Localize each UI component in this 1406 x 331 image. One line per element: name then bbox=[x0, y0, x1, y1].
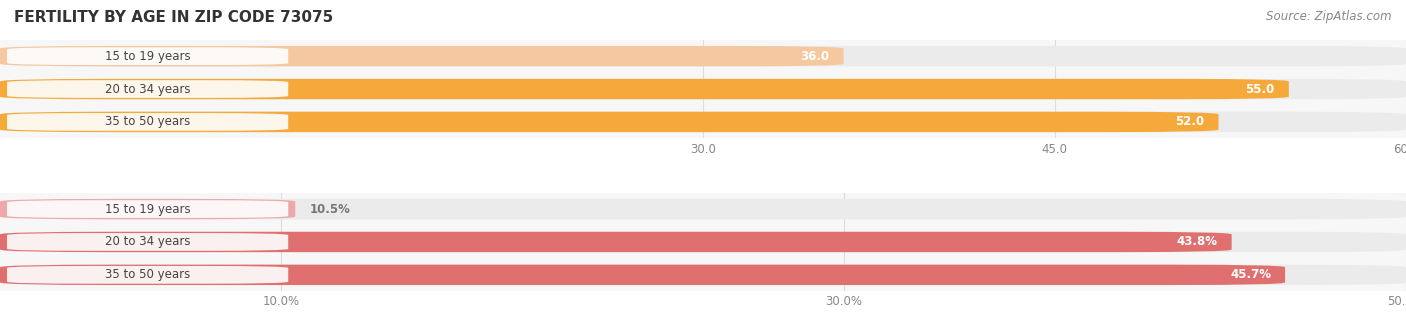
FancyBboxPatch shape bbox=[7, 233, 288, 251]
Text: 35 to 50 years: 35 to 50 years bbox=[105, 116, 190, 128]
Text: 52.0: 52.0 bbox=[1175, 116, 1205, 128]
FancyBboxPatch shape bbox=[0, 265, 1285, 285]
Text: 20 to 34 years: 20 to 34 years bbox=[105, 82, 190, 96]
Text: 15 to 19 years: 15 to 19 years bbox=[105, 50, 190, 63]
Text: 43.8%: 43.8% bbox=[1177, 235, 1218, 249]
Text: 36.0: 36.0 bbox=[800, 50, 830, 63]
FancyBboxPatch shape bbox=[7, 266, 288, 284]
FancyBboxPatch shape bbox=[0, 232, 1232, 252]
FancyBboxPatch shape bbox=[7, 47, 288, 65]
FancyBboxPatch shape bbox=[0, 112, 1219, 132]
FancyBboxPatch shape bbox=[7, 113, 288, 131]
FancyBboxPatch shape bbox=[0, 79, 1406, 99]
Text: 35 to 50 years: 35 to 50 years bbox=[105, 268, 190, 281]
Text: 15 to 19 years: 15 to 19 years bbox=[105, 203, 190, 215]
Text: FERTILITY BY AGE IN ZIP CODE 73075: FERTILITY BY AGE IN ZIP CODE 73075 bbox=[14, 10, 333, 25]
FancyBboxPatch shape bbox=[0, 46, 844, 66]
Text: Source: ZipAtlas.com: Source: ZipAtlas.com bbox=[1267, 10, 1392, 23]
Text: 10.5%: 10.5% bbox=[309, 203, 350, 215]
FancyBboxPatch shape bbox=[0, 112, 1406, 132]
FancyBboxPatch shape bbox=[0, 265, 1406, 285]
Text: 20 to 34 years: 20 to 34 years bbox=[105, 235, 190, 249]
FancyBboxPatch shape bbox=[0, 79, 1289, 99]
FancyBboxPatch shape bbox=[0, 199, 1406, 219]
Text: 45.7%: 45.7% bbox=[1230, 268, 1271, 281]
FancyBboxPatch shape bbox=[7, 80, 288, 98]
FancyBboxPatch shape bbox=[7, 200, 288, 218]
FancyBboxPatch shape bbox=[0, 199, 295, 219]
FancyBboxPatch shape bbox=[0, 232, 1406, 252]
Text: 55.0: 55.0 bbox=[1246, 82, 1275, 96]
FancyBboxPatch shape bbox=[0, 46, 1406, 66]
